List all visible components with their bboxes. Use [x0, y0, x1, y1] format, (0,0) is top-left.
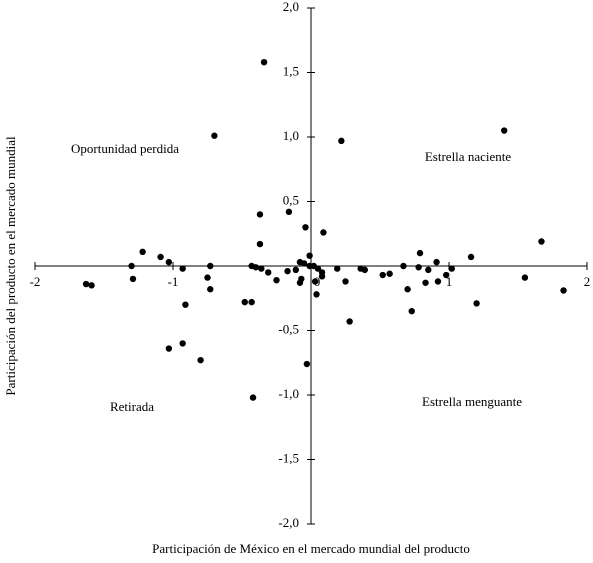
point [560, 287, 567, 294]
point [415, 264, 422, 271]
point [538, 238, 545, 245]
x-tick-label: 1 [446, 274, 453, 289]
point [448, 265, 455, 272]
y-tick-label: -1,0 [278, 386, 299, 401]
point [357, 265, 364, 272]
point [433, 258, 440, 266]
quadrant-label: Estrella menguante [422, 394, 522, 409]
point [338, 137, 345, 145]
point [313, 291, 320, 298]
point [248, 298, 255, 306]
quadrant-label: Retirada [110, 399, 154, 414]
point [311, 278, 319, 285]
x-tick-label: 2 [584, 274, 591, 289]
point [334, 265, 341, 272]
point [342, 278, 349, 285]
point [306, 252, 313, 259]
point [284, 267, 291, 275]
y-tick-label: -2,0 [278, 515, 299, 530]
point [165, 345, 173, 352]
point [88, 282, 95, 289]
point [273, 276, 280, 284]
point [179, 340, 186, 347]
point [139, 248, 146, 256]
point [207, 262, 214, 270]
y-tick-label: 1,5 [283, 63, 299, 78]
point [346, 318, 353, 325]
point [204, 274, 211, 281]
point [501, 127, 508, 134]
y-tick-label: -1,5 [278, 450, 299, 465]
point [260, 58, 268, 66]
point [303, 360, 311, 368]
x-tick-label: -2 [30, 274, 41, 289]
point [521, 274, 529, 281]
y-tick-label: -0,5 [278, 321, 299, 336]
quadrant-label: Oportunidad perdida [71, 141, 179, 156]
point [157, 253, 164, 261]
point [310, 262, 317, 270]
point [182, 301, 189, 308]
point [248, 262, 255, 270]
point [298, 275, 305, 283]
point [207, 286, 214, 293]
point [179, 265, 186, 272]
point [320, 229, 327, 236]
point [197, 356, 204, 364]
point [211, 132, 218, 139]
point [404, 286, 411, 293]
point [425, 266, 432, 274]
point [422, 279, 429, 286]
point [467, 253, 475, 261]
y-axis-label: Participación del producto en el mercado… [3, 136, 18, 396]
y-tick-label: 0,5 [283, 192, 299, 207]
point [285, 208, 293, 216]
point [256, 211, 264, 218]
point [292, 266, 300, 274]
point [379, 271, 386, 279]
point [129, 275, 137, 283]
point [258, 265, 265, 272]
point [434, 278, 442, 285]
x-axis-label: Participación de México en el mercado mu… [152, 541, 470, 556]
point [296, 258, 304, 266]
point [249, 394, 257, 401]
point [165, 258, 173, 266]
point [128, 262, 135, 270]
y-tick-label: 2,0 [283, 0, 299, 14]
point [386, 270, 393, 277]
x-tick-label: -1 [168, 274, 179, 289]
point [302, 224, 309, 231]
point [400, 262, 407, 270]
point [416, 249, 424, 257]
quadrant-label: Estrella naciente [425, 149, 511, 164]
point [318, 269, 326, 276]
point [265, 269, 272, 276]
point [82, 280, 90, 288]
point [443, 271, 450, 279]
point [473, 300, 480, 307]
point [408, 307, 415, 315]
point [241, 298, 248, 306]
y-tick-label: 1,0 [283, 128, 299, 143]
point [256, 240, 264, 248]
